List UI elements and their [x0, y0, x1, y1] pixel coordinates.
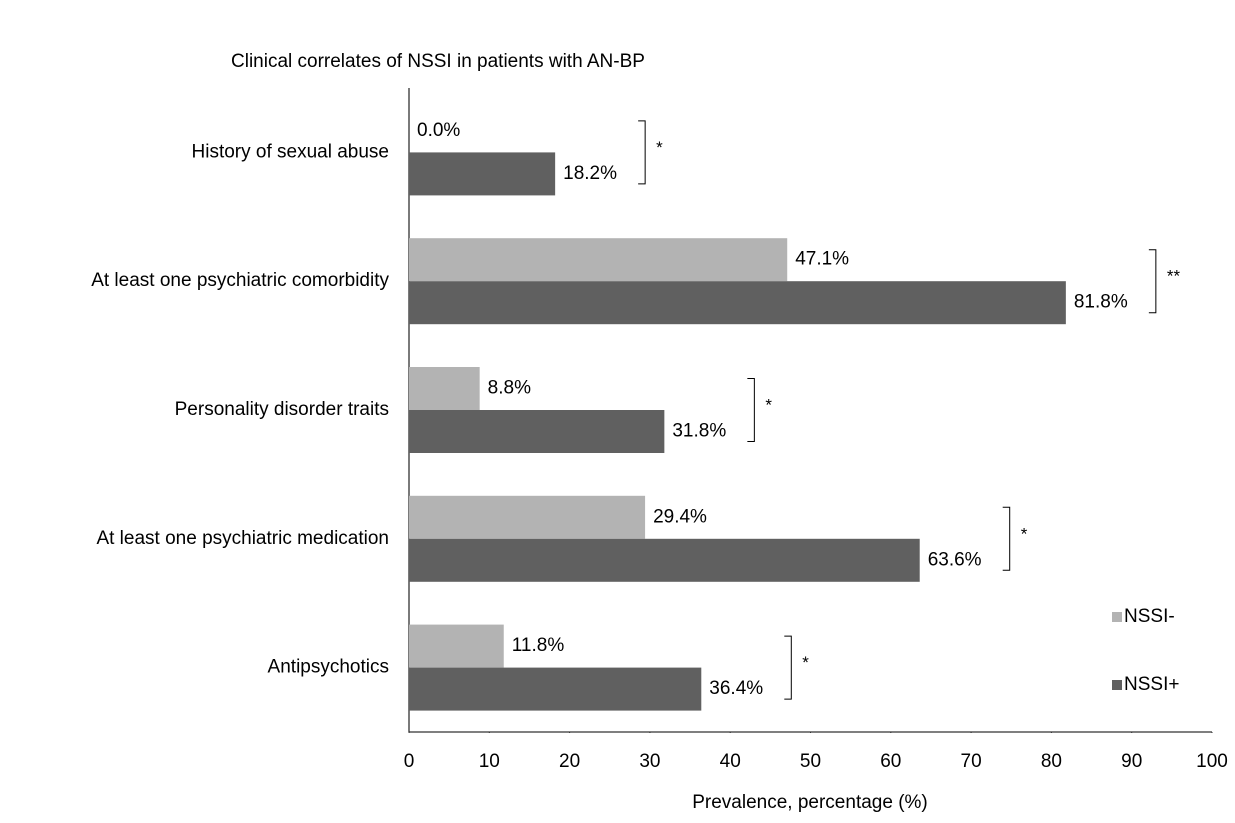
x-tick-label: 40 [720, 751, 741, 772]
x-tick-label: 80 [1041, 751, 1062, 772]
y-tick-label: Personality disorder traits [175, 399, 389, 420]
y-tick-label: History of sexual abuse [192, 141, 390, 162]
legend-swatch [1112, 612, 1122, 622]
data-label: 63.6% [928, 549, 982, 570]
significance-bracket [1148, 249, 1157, 314]
x-axis-label: Prevalence, percentage (%) [692, 792, 928, 813]
data-label: 8.8% [488, 378, 531, 399]
data-label: 47.1% [795, 249, 849, 270]
significance-mark: * [802, 653, 809, 672]
legend-swatch [1112, 680, 1122, 690]
significance-mark: * [1021, 524, 1028, 543]
chart-title: Clinical correlates of NSSI in patients … [231, 51, 645, 72]
x-tick-label: 50 [800, 751, 821, 772]
significance-mark: * [656, 138, 663, 157]
bar [409, 624, 504, 668]
x-tick-label: 60 [880, 751, 901, 772]
bar [409, 538, 920, 582]
data-label: 11.8% [512, 635, 565, 656]
significance-mark: * [765, 395, 772, 414]
data-label: 81.8% [1074, 292, 1128, 313]
data-label: 31.8% [672, 421, 726, 442]
data-label: 29.4% [653, 506, 707, 527]
bar [409, 410, 665, 453]
y-tick-label: At least one psychiatric medication [96, 528, 389, 549]
data-label: 36.4% [709, 678, 763, 699]
data-label: 0.0% [417, 120, 460, 141]
bar [409, 667, 702, 711]
bar [409, 238, 788, 282]
x-tick-label: 20 [559, 751, 580, 772]
data-label: 18.2% [563, 163, 617, 184]
x-tick-label: 10 [479, 751, 500, 772]
bar [409, 495, 646, 539]
significance-bracket [638, 120, 646, 185]
significance-bracket [784, 635, 792, 700]
x-tick-label: 90 [1121, 751, 1142, 772]
legend-label: NSSI- [1124, 606, 1175, 627]
bar [409, 152, 556, 196]
legend-label: NSSI+ [1124, 674, 1179, 695]
significance-bracket [1002, 506, 1011, 571]
x-tick-label: 70 [961, 751, 982, 772]
x-tick-label: 0 [404, 751, 415, 772]
significance-bracket [747, 378, 755, 442]
bar [409, 367, 480, 410]
x-tick-label: 100 [1196, 751, 1228, 772]
x-tick-label: 30 [639, 751, 660, 772]
y-tick-label: Antipsychotics [268, 657, 389, 678]
y-tick-label: At least one psychiatric comorbidity [91, 270, 389, 291]
significance-mark: ** [1167, 267, 1181, 286]
bar [409, 281, 1066, 325]
